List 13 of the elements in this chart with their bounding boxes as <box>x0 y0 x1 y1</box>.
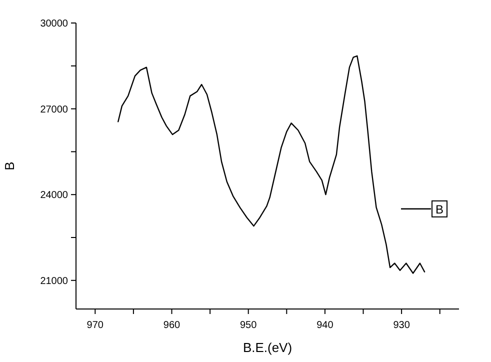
x-axis-title: B.E.(eV) <box>242 340 292 355</box>
y-tick-label: 24000 <box>40 190 68 202</box>
y-tick-label: 21000 <box>40 276 68 287</box>
x-tick-label: 940 <box>316 320 334 331</box>
y-tick-label: 27000 <box>40 104 68 116</box>
y-tick-label: 30000 <box>40 18 68 30</box>
x-tick-label: 970 <box>86 320 104 331</box>
line-series <box>118 55 426 274</box>
legend-label: B <box>435 202 444 216</box>
x-tick-label: 960 <box>163 320 181 331</box>
x-tick-label: 950 <box>240 320 258 331</box>
x-tick-label: 930 <box>393 320 410 331</box>
y-axis-title: B <box>2 162 17 170</box>
